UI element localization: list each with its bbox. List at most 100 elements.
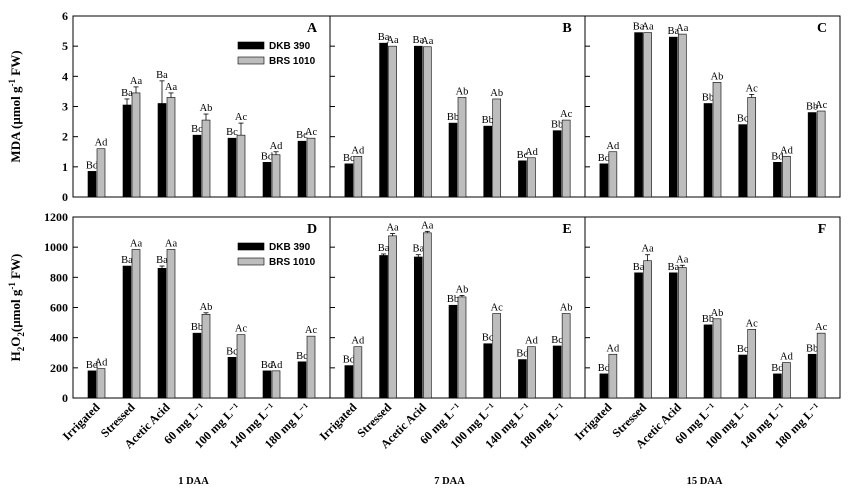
dkb-bar	[668, 36, 678, 198]
panel-letter: F	[818, 222, 827, 237]
dkb-bar-label: Bd	[598, 363, 611, 374]
dkb-bar	[483, 343, 493, 399]
brs-bar-label: Ad	[780, 352, 794, 363]
panel-letter: C	[817, 21, 827, 36]
dkb-bar-label: Ba	[667, 26, 679, 37]
dkb-bar	[227, 356, 237, 399]
dkb-bar	[668, 272, 678, 399]
brs-bar	[747, 329, 757, 399]
day-label: 15 DAA	[687, 476, 723, 487]
day-label: 7 DAA	[434, 476, 465, 487]
dkb-bar-label: Bb	[191, 322, 203, 333]
dkb-bar	[703, 103, 713, 198]
brs-bar	[306, 137, 316, 198]
dkb-bar-label: Ba	[412, 244, 424, 255]
brs-bar-label: Ac	[491, 303, 504, 314]
brs-bar-label: Ad	[270, 141, 284, 152]
panel-a: 0123456ABdAdBaAaBaAaBcAbBcAcBdAdBcAcDKB …	[62, 9, 331, 204]
dkb-bar	[773, 373, 782, 399]
brs-bar-label: Ad	[270, 360, 284, 371]
brs-bar	[166, 97, 176, 198]
dkb-bar-label: Bd	[343, 355, 356, 366]
brs-bar	[388, 45, 397, 198]
brs-bar-label: Ac	[815, 100, 828, 111]
brs-bar-label: Ad	[95, 138, 109, 149]
brs-bar	[353, 155, 363, 198]
brs-bar	[782, 362, 791, 399]
legend-swatch	[237, 41, 265, 50]
dkb-bar-label: Bb	[447, 294, 459, 305]
y-tick-label: 1200	[44, 210, 68, 224]
brs-bar-label: Ac	[746, 83, 759, 94]
brs-bar	[677, 33, 687, 198]
brs-bar-label: Ac	[235, 112, 248, 123]
y-axis-label: MDA (µmol g-1 FW)	[7, 50, 23, 162]
brs-bar	[131, 249, 141, 399]
dkb-bar	[552, 345, 562, 399]
brs-bar	[677, 267, 687, 399]
brs-bar	[643, 260, 652, 399]
legend-swatch	[237, 56, 265, 65]
brs-bar	[236, 334, 246, 399]
dkb-bar-label: Bc	[296, 351, 308, 362]
dkb-bar-label: Bc	[226, 346, 238, 357]
dkb-bar	[448, 304, 458, 399]
dkb-bar-label: Bc	[226, 127, 238, 138]
y-label-tail: FW)	[8, 254, 23, 283]
dkb-bar	[448, 122, 458, 198]
y-tick-label: 1	[62, 160, 68, 174]
dkb-bar-label: Ba	[121, 88, 133, 99]
dkb-bar	[344, 365, 354, 399]
x-tick-label: Irrigated	[572, 400, 615, 443]
dkb-bar-label: Bb	[702, 92, 714, 103]
brs-bar	[201, 119, 211, 198]
brs-bar	[816, 110, 826, 198]
y-tick-label: 800	[50, 270, 68, 284]
x-tick-label: Irrigated	[317, 400, 360, 443]
dkb-bar-label: Ba	[121, 255, 133, 266]
brs-bar	[353, 346, 363, 399]
brs-bar-label: Ac	[305, 127, 318, 138]
dkb-bar-label: Ba	[156, 70, 168, 81]
dkb-bar	[518, 359, 527, 399]
y-tick-label: 600	[50, 301, 68, 315]
brs-bar-label: Ab	[711, 308, 724, 319]
dkb-bar-label: Bd	[771, 363, 784, 374]
legend-label: DKB 390	[269, 41, 311, 52]
brs-bar-label: Aa	[165, 238, 178, 249]
y-label-rest: (µmol g	[8, 289, 23, 332]
dkb-bar-label: Bc	[551, 335, 563, 346]
brs-bar	[527, 346, 536, 399]
dkb-bar	[157, 267, 167, 399]
dkb-bar-label: Bd	[86, 360, 99, 371]
dkb-bar-label: Bb	[806, 343, 818, 354]
brs-bar-label: Ad	[95, 358, 109, 369]
dkb-bar	[297, 361, 307, 399]
brs-bar-label: Ad	[525, 147, 539, 158]
y-tick-label: 400	[50, 331, 68, 345]
panel-letter: A	[307, 21, 318, 36]
legend-label: BRS 1010	[269, 56, 316, 67]
y-tick-label: 2	[62, 130, 68, 144]
dkb-bar	[344, 163, 354, 198]
y-label-tail: FW)	[8, 50, 23, 79]
brs-bar	[131, 92, 141, 198]
brs-bar	[492, 98, 502, 198]
brs-bar	[782, 155, 791, 198]
dkb-bar	[157, 103, 167, 198]
brs-bar	[712, 82, 722, 198]
dkb-bar	[483, 125, 493, 198]
dkb-bar	[634, 272, 643, 399]
brs-bar	[166, 249, 176, 399]
dkb-bar-label: Ba	[378, 32, 390, 43]
y-tick-label: 200	[50, 361, 68, 375]
dkb-bar	[192, 332, 202, 399]
dkb-bar-label: Bc	[737, 114, 749, 125]
brs-bar-label: Aa	[641, 244, 654, 255]
panel-d: 020040060080010001200DBdAdIrrigatedBaAaS…	[44, 210, 331, 487]
dkb-bar-label: Bc	[517, 150, 529, 161]
brs-bar-label: Ac	[560, 109, 573, 120]
legend-swatch	[237, 242, 265, 251]
